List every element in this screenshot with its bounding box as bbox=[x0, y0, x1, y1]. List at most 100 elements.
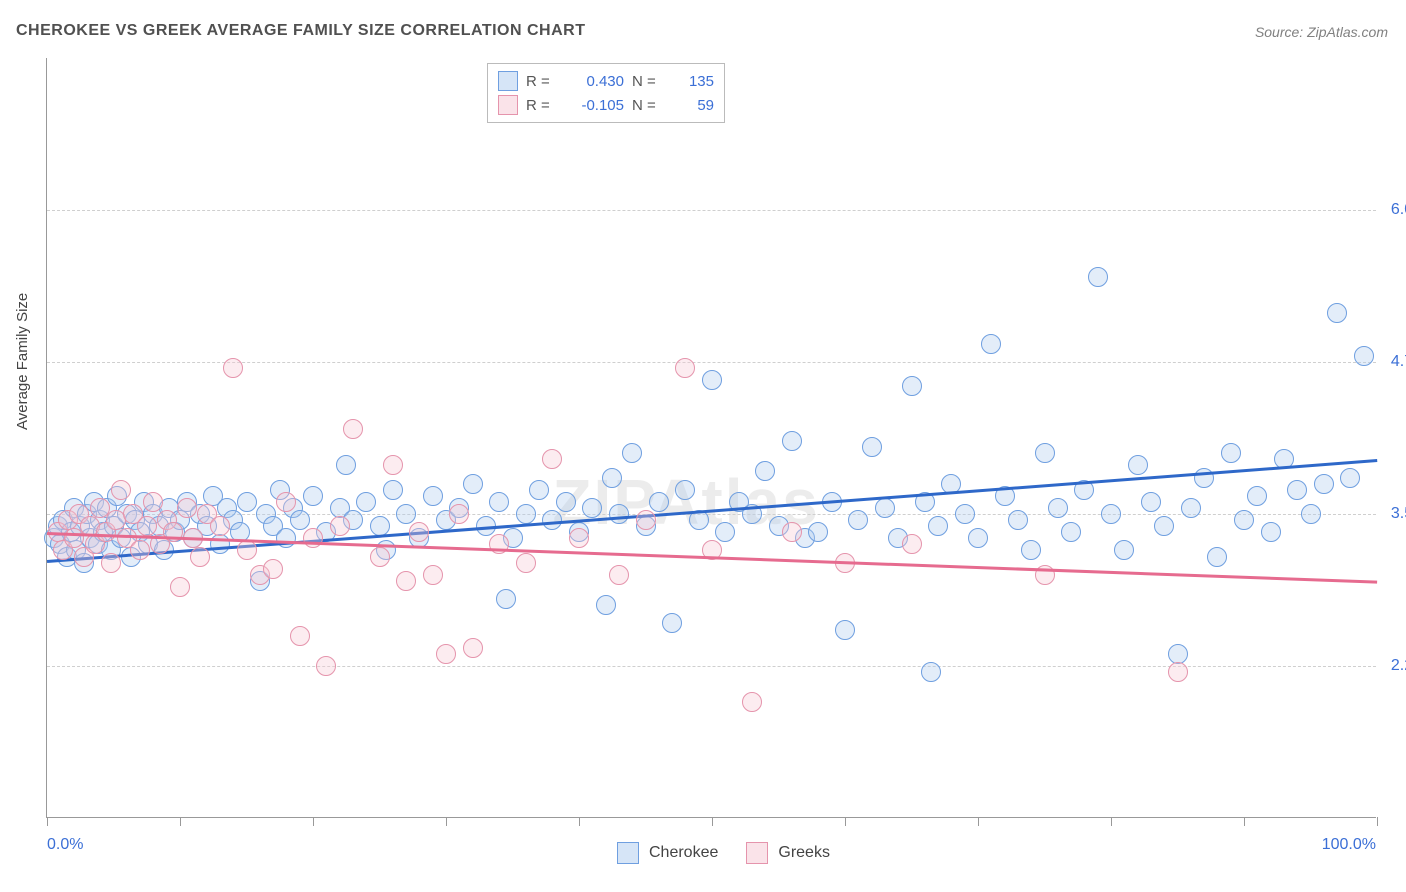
n-label: N = bbox=[632, 73, 666, 90]
scatter-point-greeks bbox=[130, 540, 150, 560]
scatter-point-cherokee bbox=[303, 486, 323, 506]
swatch-cherokee bbox=[498, 71, 518, 91]
scatter-point-cherokee bbox=[276, 528, 296, 548]
scatter-point-cherokee bbox=[981, 334, 1001, 354]
scatter-point-greeks bbox=[609, 565, 629, 585]
scatter-point-greeks bbox=[290, 626, 310, 646]
scatter-point-cherokee bbox=[496, 589, 516, 609]
scatter-point-greeks bbox=[636, 510, 656, 530]
x-tick bbox=[845, 817, 846, 826]
scatter-point-cherokee bbox=[1301, 504, 1321, 524]
scatter-point-cherokee bbox=[875, 498, 895, 518]
scatter-point-cherokee bbox=[1154, 516, 1174, 536]
scatter-point-cherokee bbox=[835, 620, 855, 640]
legend-swatch-cherokee bbox=[617, 842, 639, 864]
scatter-plot-area: ZIPAtlas 2.253.504.756.000.0%100.0%R =0.… bbox=[46, 58, 1376, 818]
y-tick-label: 2.25 bbox=[1391, 657, 1406, 675]
scatter-point-cherokee bbox=[463, 474, 483, 494]
r-value-greeks: -0.105 bbox=[568, 97, 624, 114]
scatter-point-greeks bbox=[370, 547, 390, 567]
scatter-point-greeks bbox=[210, 516, 230, 536]
scatter-point-greeks bbox=[396, 571, 416, 591]
scatter-point-cherokee bbox=[1008, 510, 1028, 530]
scatter-point-cherokee bbox=[1354, 346, 1374, 366]
scatter-point-greeks bbox=[489, 534, 509, 554]
scatter-point-cherokee bbox=[928, 516, 948, 536]
scatter-point-cherokee bbox=[1048, 498, 1068, 518]
scatter-point-cherokee bbox=[702, 370, 722, 390]
x-tick-label: 100.0% bbox=[1322, 836, 1376, 854]
scatter-point-cherokee bbox=[1261, 522, 1281, 542]
scatter-point-cherokee bbox=[782, 431, 802, 451]
series-legend: CherokeeGreeks bbox=[617, 842, 848, 864]
scatter-point-cherokee bbox=[383, 480, 403, 500]
scatter-point-cherokee bbox=[1340, 468, 1360, 488]
x-tick bbox=[978, 817, 979, 826]
scatter-point-cherokee bbox=[1314, 474, 1334, 494]
scatter-point-greeks bbox=[409, 522, 429, 542]
scatter-point-cherokee bbox=[1234, 510, 1254, 530]
scatter-point-cherokee bbox=[1194, 468, 1214, 488]
scatter-point-cherokee bbox=[755, 461, 775, 481]
scatter-point-greeks bbox=[542, 449, 562, 469]
scatter-point-cherokee bbox=[1035, 443, 1055, 463]
scatter-point-greeks bbox=[111, 480, 131, 500]
scatter-point-greeks bbox=[237, 540, 257, 560]
y-axis-label: Average Family Size bbox=[14, 293, 31, 430]
r-label: R = bbox=[526, 97, 560, 114]
scatter-point-greeks bbox=[343, 419, 363, 439]
source-attribution: Source: ZipAtlas.com bbox=[1255, 24, 1388, 40]
scatter-point-greeks bbox=[170, 577, 190, 597]
scatter-point-cherokee bbox=[1181, 498, 1201, 518]
scatter-point-cherokee bbox=[649, 492, 669, 512]
gridline bbox=[47, 514, 1376, 515]
y-tick-label: 6.00 bbox=[1391, 201, 1406, 219]
scatter-point-cherokee bbox=[662, 613, 682, 633]
scatter-point-cherokee bbox=[848, 510, 868, 530]
scatter-point-cherokee bbox=[1128, 455, 1148, 475]
x-tick bbox=[1111, 817, 1112, 826]
x-tick bbox=[180, 817, 181, 826]
scatter-point-cherokee bbox=[336, 455, 356, 475]
correlation-stats-legend: R =0.430N =135R =-0.105N =59 bbox=[487, 63, 725, 123]
scatter-point-cherokee bbox=[955, 504, 975, 524]
scatter-point-greeks bbox=[137, 516, 157, 536]
stats-row-greeks: R =-0.105N =59 bbox=[498, 93, 714, 117]
scatter-point-cherokee bbox=[529, 480, 549, 500]
scatter-point-greeks bbox=[675, 358, 695, 378]
x-tick bbox=[446, 817, 447, 826]
scatter-point-greeks bbox=[101, 553, 121, 573]
scatter-point-cherokee bbox=[1221, 443, 1241, 463]
r-label: R = bbox=[526, 73, 560, 90]
r-value-cherokee: 0.430 bbox=[568, 73, 624, 90]
scatter-point-greeks bbox=[423, 565, 443, 585]
scatter-point-greeks bbox=[263, 559, 283, 579]
scatter-point-cherokee bbox=[1247, 486, 1267, 506]
scatter-point-cherokee bbox=[1327, 303, 1347, 323]
gridline bbox=[47, 210, 1376, 211]
scatter-point-cherokee bbox=[423, 486, 443, 506]
y-tick-label: 3.50 bbox=[1391, 505, 1406, 523]
scatter-point-greeks bbox=[316, 656, 336, 676]
scatter-point-cherokee bbox=[622, 443, 642, 463]
chart-title: CHEROKEE VS GREEK AVERAGE FAMILY SIZE CO… bbox=[16, 22, 585, 40]
scatter-point-cherokee bbox=[1141, 492, 1161, 512]
scatter-point-cherokee bbox=[1114, 540, 1134, 560]
scatter-point-cherokee bbox=[556, 492, 576, 512]
n-value-cherokee: 135 bbox=[674, 73, 714, 90]
n-label: N = bbox=[632, 97, 666, 114]
legend-swatch-greeks bbox=[746, 842, 768, 864]
scatter-point-cherokee bbox=[808, 522, 828, 542]
scatter-point-greeks bbox=[449, 504, 469, 524]
scatter-point-greeks bbox=[742, 692, 762, 712]
gridline bbox=[47, 362, 1376, 363]
scatter-point-cherokee bbox=[237, 492, 257, 512]
scatter-point-greeks bbox=[902, 534, 922, 554]
scatter-point-cherokee bbox=[921, 662, 941, 682]
scatter-point-cherokee bbox=[1287, 480, 1307, 500]
swatch-greeks bbox=[498, 95, 518, 115]
scatter-point-greeks bbox=[782, 522, 802, 542]
scatter-point-cherokee bbox=[596, 595, 616, 615]
scatter-point-greeks bbox=[330, 516, 350, 536]
scatter-point-greeks bbox=[190, 547, 210, 567]
